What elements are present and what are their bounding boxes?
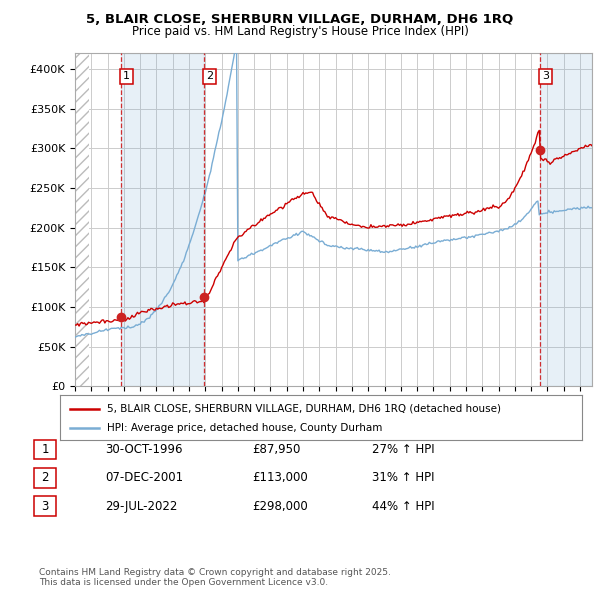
Text: 30-OCT-1996: 30-OCT-1996: [105, 443, 182, 456]
Text: 5, BLAIR CLOSE, SHERBURN VILLAGE, DURHAM, DH6 1RQ: 5, BLAIR CLOSE, SHERBURN VILLAGE, DURHAM…: [86, 13, 514, 26]
Text: 44% ↑ HPI: 44% ↑ HPI: [372, 500, 434, 513]
Text: 1: 1: [41, 443, 49, 456]
Text: 2: 2: [41, 471, 49, 484]
Text: Contains HM Land Registry data © Crown copyright and database right 2025.
This d: Contains HM Land Registry data © Crown c…: [39, 568, 391, 587]
Text: £298,000: £298,000: [252, 500, 308, 513]
Text: 27% ↑ HPI: 27% ↑ HPI: [372, 443, 434, 456]
Text: HPI: Average price, detached house, County Durham: HPI: Average price, detached house, Coun…: [107, 424, 382, 434]
Text: 2: 2: [206, 71, 213, 81]
Text: 1: 1: [123, 71, 130, 81]
Text: £87,950: £87,950: [252, 443, 301, 456]
Text: 5, BLAIR CLOSE, SHERBURN VILLAGE, DURHAM, DH6 1RQ (detached house): 5, BLAIR CLOSE, SHERBURN VILLAGE, DURHAM…: [107, 404, 501, 414]
Text: 3: 3: [542, 71, 549, 81]
Text: 07-DEC-2001: 07-DEC-2001: [105, 471, 183, 484]
Text: £113,000: £113,000: [252, 471, 308, 484]
Bar: [540, 53, 592, 386]
Text: 29-JUL-2022: 29-JUL-2022: [105, 500, 178, 513]
Text: Price paid vs. HM Land Registry's House Price Index (HPI): Price paid vs. HM Land Registry's House …: [131, 25, 469, 38]
Text: 3: 3: [41, 500, 49, 513]
Text: 31% ↑ HPI: 31% ↑ HPI: [372, 471, 434, 484]
Bar: [121, 53, 204, 386]
